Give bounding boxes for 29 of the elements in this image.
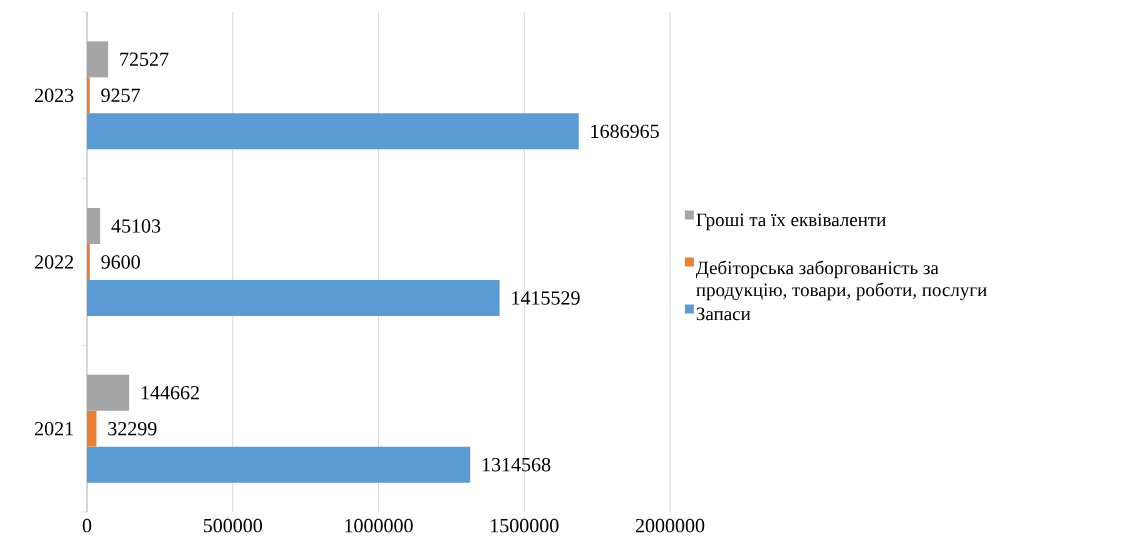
data-label: 72527 [120,52,169,67]
data-label: 32299 [108,421,157,436]
bar [87,41,109,78]
bar [87,446,471,483]
data-label: 9257 [101,88,140,103]
data-label: 9600 [101,255,140,269]
bar [87,374,130,411]
bar [87,113,579,150]
data-label: 1314568 [482,457,551,472]
bar [87,244,90,280]
bar [87,77,90,114]
bar [87,410,97,447]
legend-label: Дебіторська заборгованість за продукцію, товари, роботи, послуги [696,260,987,301]
x-tick-label: 0 [82,518,92,533]
bar [87,280,500,316]
data-label: 1415529 [512,291,580,305]
legend-label: Запаси [696,307,751,321]
x-tick-label: 2000000 [635,518,705,533]
data-label: 144662 [141,385,199,400]
y-tick-label: 2021 [35,421,73,436]
x-tick-label: 500000 [203,518,262,533]
y-tick-label: 2023 [35,88,74,103]
x-tick-label: 1500000 [491,518,559,533]
data-label: 1686965 [591,124,659,139]
bar [87,208,101,244]
legend-label: Гроші та їх еквіваленти [696,213,886,231]
data-label: 45103 [111,219,161,233]
y-tick-label: 2022 [35,255,74,269]
x-tick-label: 1000000 [345,518,413,533]
